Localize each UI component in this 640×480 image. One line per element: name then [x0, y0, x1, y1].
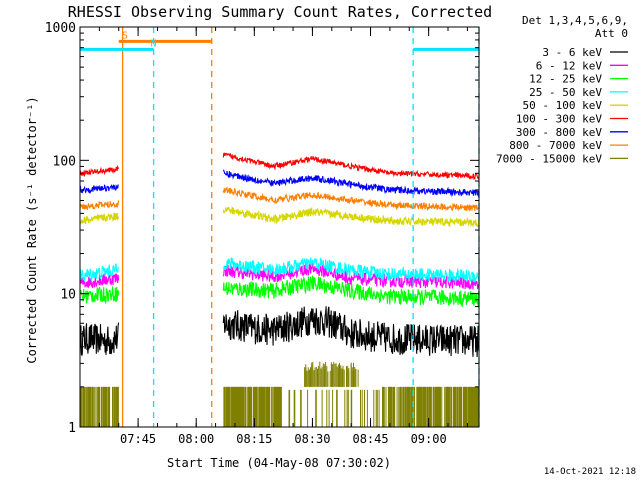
- x-tick-label: 08:30: [294, 432, 330, 446]
- legend-label: 6 - 12 keV: [536, 59, 603, 72]
- x-tick-label: 08:15: [236, 432, 272, 446]
- legend-header-detectors: Det 1,3,4,5,6,9,: [522, 14, 628, 27]
- annotation-s: S: [118, 27, 213, 427]
- series-4: [79, 206, 480, 228]
- series-line: [79, 164, 120, 178]
- series-line: [222, 275, 480, 308]
- x-tick-label: 08:45: [352, 432, 388, 446]
- legend-label: 12 - 25 keV: [529, 73, 602, 86]
- legend-label: 7000 - 15000 keV: [496, 152, 602, 165]
- series-line: [79, 183, 119, 195]
- legend-label: 100 - 300 keV: [516, 113, 602, 126]
- x-axis-label: Start Time (04-May-08 07:30:02): [167, 456, 391, 470]
- legend-label: 800 - 7000 keV: [509, 139, 602, 152]
- legend-label: 300 - 800 keV: [516, 126, 602, 139]
- plot-area: [79, 152, 480, 427]
- footer-date: 14-Oct-2021 12:18: [544, 467, 636, 477]
- legend-label: 3 - 6 keV: [542, 46, 602, 59]
- y-axis-label: Corrected Count Rate (s⁻¹ detector⁻¹): [25, 96, 39, 363]
- series-1: [79, 261, 480, 290]
- y-tick-label: 100: [53, 154, 76, 169]
- series-0: [79, 306, 480, 358]
- series-line: [79, 286, 120, 305]
- legend-label: 25 - 50 keV: [529, 86, 602, 99]
- y-tick-label: 1: [68, 421, 76, 436]
- series-line: [222, 257, 480, 284]
- x-tick-label: 07:45: [120, 432, 156, 446]
- series-line: [222, 186, 479, 212]
- axis-layer: 1 10 100 1000 07:45 08:00 08:15 08:30 08:45 09:00: [45, 21, 480, 446]
- series-line: [222, 169, 480, 198]
- annotation-label-n: N: [151, 38, 157, 49]
- legend-header-attenuator: Att 0: [595, 27, 628, 40]
- series-line: [222, 306, 480, 358]
- series-line: [222, 206, 480, 228]
- series-line: [79, 273, 120, 289]
- x-tick-label: 09:00: [411, 432, 447, 446]
- series-3: [79, 257, 480, 284]
- series-line: [79, 212, 120, 225]
- series-5: [79, 152, 480, 181]
- series-6: [79, 169, 480, 198]
- series-line: [79, 322, 120, 357]
- y-tick-label: 1000: [45, 21, 76, 36]
- series-7: [79, 186, 479, 212]
- annotation-label-s: S: [122, 30, 128, 41]
- series-line: [79, 263, 119, 282]
- y-tick-label: 10: [60, 288, 76, 303]
- series-8: [79, 361, 479, 427]
- chart-title: RHESSI Observing Summary Count Rates, Co…: [68, 3, 492, 21]
- series-line: [222, 152, 480, 181]
- plot-frame: [79, 26, 480, 428]
- series-line: [222, 261, 480, 290]
- x-tick-label: 08:00: [178, 432, 214, 446]
- series-line: [79, 200, 120, 211]
- series-2: [79, 275, 480, 308]
- legend-label: 50 - 100 keV: [523, 99, 603, 112]
